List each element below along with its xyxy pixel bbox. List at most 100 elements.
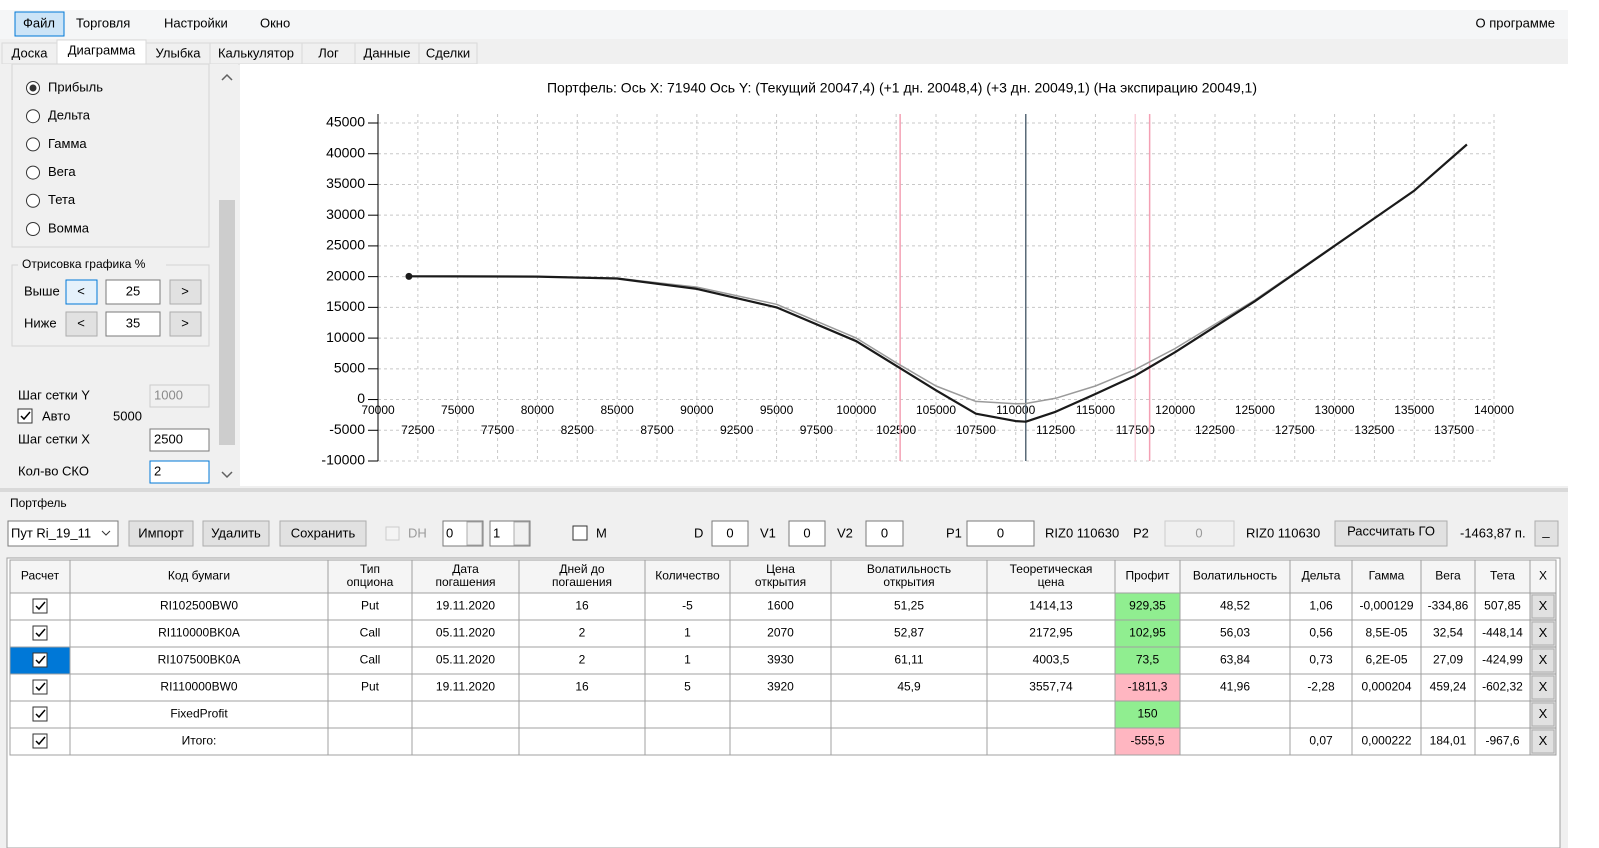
about-menu[interactable]: О программе bbox=[1475, 15, 1555, 30]
radio-label: Вега bbox=[48, 164, 76, 179]
remove-button[interactable] bbox=[1531, 729, 1555, 754]
menu-item[interactable]: Торговля bbox=[76, 15, 130, 30]
cell bbox=[830, 700, 988, 729]
menu-item[interactable]: Файл bbox=[23, 15, 55, 30]
header-label: погашения bbox=[552, 575, 612, 589]
input[interactable] bbox=[128, 520, 194, 547]
cell bbox=[327, 592, 413, 621]
input[interactable] bbox=[1164, 520, 1235, 547]
checkbox[interactable] bbox=[32, 679, 48, 695]
x-tick-label: 90000 bbox=[680, 403, 714, 417]
chart-area bbox=[240, 64, 1568, 486]
radio-dot bbox=[29, 84, 37, 92]
input[interactable] bbox=[202, 520, 270, 547]
checkbox[interactable] bbox=[32, 706, 48, 722]
input[interactable] bbox=[279, 520, 367, 547]
radio[interactable] bbox=[26, 193, 40, 208]
checkbox[interactable] bbox=[32, 625, 48, 641]
cell-text: 19.11.2020 bbox=[436, 599, 495, 613]
x-tick-label: 132500 bbox=[1354, 423, 1394, 437]
header-cell bbox=[518, 559, 646, 594]
x-tick-label: 110000 bbox=[996, 403, 1035, 417]
remove-label: X bbox=[1539, 598, 1548, 613]
button[interactable] bbox=[169, 311, 202, 337]
input[interactable] bbox=[788, 520, 826, 547]
input[interactable] bbox=[711, 520, 749, 547]
input[interactable] bbox=[149, 428, 210, 452]
cell-text: 45,9 bbox=[897, 680, 921, 694]
header-label: Профит bbox=[1125, 569, 1170, 583]
checkbox[interactable] bbox=[32, 733, 48, 749]
cell bbox=[327, 673, 413, 702]
x-tick-label: 82500 bbox=[561, 423, 595, 437]
cell bbox=[1179, 646, 1291, 675]
checkbox[interactable] bbox=[17, 408, 33, 424]
remove-button[interactable] bbox=[1531, 594, 1555, 619]
cell bbox=[1289, 646, 1353, 675]
cell-text: 6,2E-05 bbox=[1365, 653, 1407, 667]
cell-text: 5 bbox=[684, 680, 691, 694]
checkbox[interactable] bbox=[572, 525, 588, 541]
check bbox=[35, 628, 46, 638]
header-cell bbox=[1474, 559, 1531, 594]
radio[interactable] bbox=[26, 137, 40, 152]
input-value: 2500 bbox=[154, 431, 183, 446]
radio[interactable] bbox=[26, 109, 40, 124]
spin-buttons[interactable] bbox=[466, 521, 483, 546]
input[interactable] bbox=[105, 311, 161, 337]
cell bbox=[411, 646, 520, 675]
cell bbox=[830, 619, 988, 648]
button[interactable] bbox=[169, 279, 202, 305]
button[interactable] bbox=[65, 279, 98, 305]
cell bbox=[1420, 646, 1476, 675]
y-tick-label: 25000 bbox=[326, 237, 365, 253]
header-label: опциона bbox=[347, 575, 394, 589]
input[interactable] bbox=[149, 460, 210, 484]
y-tick-label: 20000 bbox=[326, 267, 365, 283]
dropdown-arrow bbox=[101, 530, 111, 536]
scroll-up[interactable] bbox=[221, 73, 233, 81]
cell bbox=[644, 700, 731, 729]
header-label: цена bbox=[1038, 575, 1065, 589]
input[interactable] bbox=[1534, 520, 1559, 547]
spin-buttons[interactable] bbox=[513, 521, 530, 546]
x-tick-label: 72500 bbox=[401, 423, 435, 437]
cell-text: 0,000222 bbox=[1361, 734, 1411, 748]
remove-button[interactable] bbox=[1531, 702, 1555, 727]
remove-button[interactable] bbox=[1531, 648, 1555, 673]
splitter[interactable] bbox=[0, 488, 1568, 492]
cell bbox=[986, 646, 1116, 675]
input-value: 0 bbox=[881, 525, 888, 540]
checkbox[interactable] bbox=[32, 598, 48, 614]
remove-button[interactable] bbox=[1531, 675, 1555, 700]
input[interactable] bbox=[105, 279, 161, 305]
remove-button[interactable] bbox=[1531, 621, 1555, 646]
table: Расчет Код бумаги ТипопционаДатапогашенияД… bbox=[9, 559, 1557, 756]
input[interactable] bbox=[966, 520, 1035, 547]
cell bbox=[729, 673, 832, 702]
cell bbox=[729, 646, 832, 675]
cell-text: 1414,13 bbox=[1029, 599, 1073, 613]
label: D bbox=[694, 525, 703, 540]
input[interactable] bbox=[1334, 520, 1448, 547]
radio[interactable] bbox=[26, 165, 40, 180]
radio[interactable] bbox=[26, 222, 40, 236]
header-cell bbox=[1179, 559, 1291, 594]
checkbox[interactable] bbox=[32, 652, 48, 668]
header-label: открытия bbox=[755, 575, 806, 589]
scroll-down[interactable] bbox=[221, 471, 233, 479]
remove-label: X bbox=[1539, 706, 1548, 721]
menu-item[interactable]: Окно bbox=[260, 15, 290, 30]
scroll-thumb[interactable] bbox=[219, 200, 235, 445]
cell-text: 27,09 bbox=[1433, 653, 1463, 667]
input[interactable] bbox=[149, 384, 210, 408]
input[interactable] bbox=[865, 520, 904, 547]
input-value: 0 bbox=[1195, 525, 1202, 540]
cell bbox=[1351, 673, 1422, 702]
menu: Файл Торговля Настройки Окно bbox=[14, 11, 290, 37]
radio-label: Вомма bbox=[48, 220, 90, 235]
button[interactable] bbox=[65, 311, 98, 337]
outside bbox=[1568, 0, 1599, 848]
input[interactable] bbox=[7, 520, 119, 547]
menu-item[interactable]: Настройки bbox=[164, 15, 228, 30]
